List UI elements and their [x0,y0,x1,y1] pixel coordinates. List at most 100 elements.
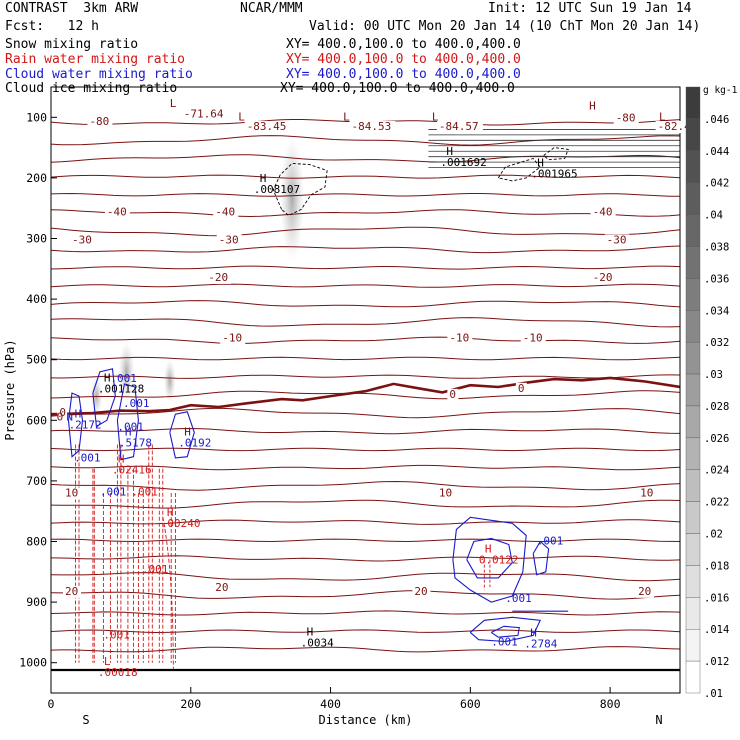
extremum-value-3: .0034 [301,636,334,649]
isotherm-label-27: 20 [638,585,651,598]
colorbar-label-16: .014 [704,624,729,636]
isotherm-line-7 [51,245,680,254]
isotherm-label-5: -84.57 [439,120,479,133]
isotherm-label-25: 20 [215,581,228,594]
isotherm-label-14: -20 [593,271,613,284]
colorbar-swatch-8 [685,341,701,375]
isotherm-line-1 [51,135,680,146]
colorbar-label-4: .038 [704,241,729,253]
extremum-mark-0: H [446,145,453,158]
extremum-mark-4: H [104,372,111,385]
cloud-water-contour-2 [116,383,139,461]
colorbar-swatch-17 [685,629,701,662]
isotherm-label-4: -84.53 [352,120,392,133]
south-label: S [82,713,89,727]
y-tick-label-1: 200 [26,171,47,185]
isotherm-line-9 [51,283,680,288]
colorbar-swatch-11 [685,437,701,470]
isotherm-label-0: -71.64 [184,107,224,120]
isotherm-mark-0: L [170,97,177,110]
colorbar-label-10: .026 [704,433,729,445]
contour-label-9: .001 [505,592,532,605]
isotherm-label-8: -40 [215,205,235,218]
isotherm-label-bg-22 [436,487,455,500]
isotherm-label-21: 10 [65,487,78,500]
valid-time: Valid: 00 UTC Mon 20 Jan 14 (10 ChT Mon … [309,19,701,34]
isotherm-label-22: 10 [439,487,452,500]
extremum-value-6: .5178 [119,436,152,449]
isotherm-label-13: -20 [208,271,228,284]
extremum-value-2: .008107 [254,183,300,196]
isotherm-label-bg-23 [638,487,657,500]
colorbar-label-17: .012 [704,656,729,668]
colorbar-swatch-14 [685,533,701,566]
cloud-water-contour-6 [532,540,550,576]
isotherm-line-6 [51,226,680,237]
isotherm-label-bg-6 [655,121,695,134]
extremum-value-11: .00018 [98,666,138,679]
forecast-hour: Fcst: 12 h [5,19,99,34]
y-tick-label-3: 400 [26,292,47,306]
isotherm-label-10: -30 [72,233,92,246]
isotherm-line-12 [51,336,680,345]
ice-shading-0 [280,137,305,262]
isotherm-line-2 [51,154,680,163]
cloud-water-contour-4 [452,516,527,603]
freezing-level-line [51,376,680,416]
colorbar-swatch-1 [685,118,701,151]
extremum-mark-9: H [118,453,125,466]
colorbar-label-5: .036 [704,273,729,285]
colorbar-swatch-0 [685,86,701,120]
isotherm-line-25 [51,572,680,582]
rain-contour-1 [92,468,95,663]
contour-label-3: .001 [74,452,101,465]
colorbar-swatch-2 [685,150,701,183]
isotherm-label-7: -40 [107,205,127,218]
colorbar-label-13: .02 [704,529,723,541]
isotherm-line-28 [51,629,680,634]
extremum-value-1: .001965 [531,167,577,180]
isotherm-label-bg-25 [213,582,232,595]
colorbar-swatch-18 [685,660,701,694]
isotherm-mark-1: L [238,110,245,123]
extremum-mark-8: H [530,627,537,640]
isotherm-label-bg-16 [447,332,473,345]
isotherm-mark-5: L [659,110,666,123]
cloud-water-contour-5 [466,537,513,579]
init-time: Init: 12 UTC Sun 19 Jan 14 [488,1,692,16]
field-snow-xy: XY= 400.0,100.0 to 400.0,400.0 [286,37,521,52]
colorbar-swatch-7 [685,310,701,343]
isotherm-label-bg-4 [349,121,396,134]
rain-contour-8 [170,493,176,663]
isotherm-line-17 [51,427,680,435]
colorbar-label-6: .034 [704,305,729,317]
colorbar-label-15: .016 [704,592,729,604]
isotherm-label-bg-21 [62,487,81,500]
extremum-mark-6: H [125,425,132,438]
field-snow-name: Snow mixing ratio [5,37,139,52]
isotherm-label-9: -40 [593,205,613,218]
rain-contour-5 [137,493,144,663]
y-tick-label-5: 600 [26,413,47,427]
isotherm-label-bg-17 [520,332,546,345]
isotherm-label-6: -82.4 [658,120,691,133]
y-tick-label-8: 900 [26,595,47,609]
isotherm-line-10 [51,300,680,308]
isotherm-label-bg-20 [515,382,527,395]
isotherm-line-27 [51,610,680,616]
y-axis-label: Pressure (hPa) [3,339,17,440]
isotherm-line-24 [51,555,680,562]
x-axis-label: Distance (km) [319,713,413,727]
isotherm-label-23: 10 [640,487,653,500]
snow-contour-0 [272,162,328,217]
ice-shading-3 [90,376,103,417]
contour-label-6: .001 [142,563,169,576]
y-tick-label-2: 300 [26,232,47,246]
isotherm-label-19: 0 [449,388,456,401]
isotherm-line-5 [51,209,680,218]
isotherm-line-23 [51,538,680,543]
isotherm-line-21 [51,499,680,509]
isotherm-label-18: 0 [59,406,66,419]
isotherm-line-8 [51,265,680,270]
